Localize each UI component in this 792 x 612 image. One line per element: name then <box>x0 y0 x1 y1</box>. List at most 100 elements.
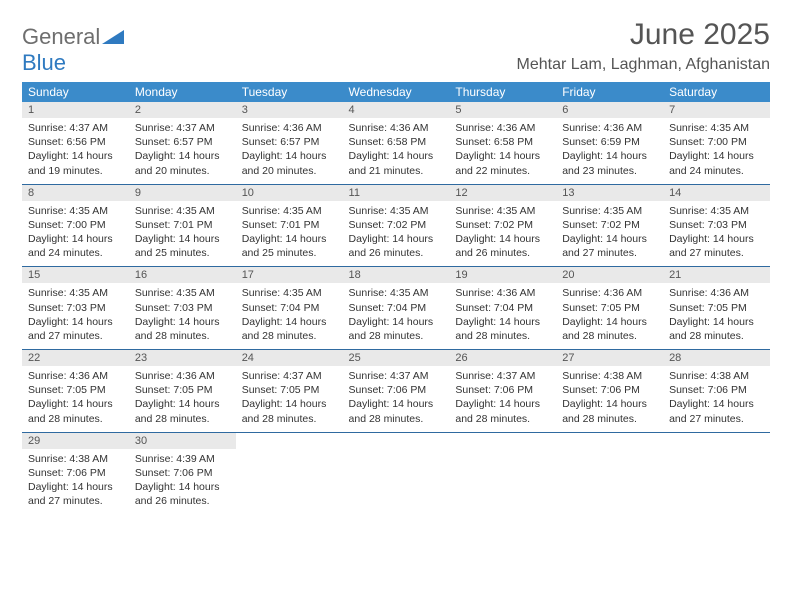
day-details: Sunrise: 4:35 AMSunset: 7:01 PMDaylight:… <box>236 201 343 267</box>
calendar-day-cell: .. <box>663 432 770 514</box>
daylight-text: Daylight: 14 hours <box>669 397 764 411</box>
sunrise-text: Sunrise: 4:36 AM <box>135 369 230 383</box>
day-number: 20 <box>556 267 663 283</box>
sunset-text: Sunset: 7:04 PM <box>242 301 337 315</box>
sunset-text: Sunset: 6:59 PM <box>562 135 657 149</box>
daylight-text: and 28 minutes. <box>562 412 657 426</box>
weekday-header: Tuesday <box>236 82 343 102</box>
calendar-week-row: 8Sunrise: 4:35 AMSunset: 7:00 PMDaylight… <box>22 184 770 267</box>
sunrise-text: Sunrise: 4:35 AM <box>28 286 123 300</box>
day-details: Sunrise: 4:38 AMSunset: 7:06 PMDaylight:… <box>556 366 663 432</box>
calendar-day-cell: 8Sunrise: 4:35 AMSunset: 7:00 PMDaylight… <box>22 184 129 267</box>
daylight-text: Daylight: 14 hours <box>28 232 123 246</box>
daylight-text: and 28 minutes. <box>28 412 123 426</box>
daylight-text: Daylight: 14 hours <box>562 315 657 329</box>
logo: General Blue <box>22 24 124 76</box>
daylight-text: and 28 minutes. <box>349 329 444 343</box>
day-number: 6 <box>556 102 663 118</box>
logo-text: General Blue <box>22 24 124 76</box>
header: General Blue June 2025 Mehtar Lam, Laghm… <box>22 18 770 76</box>
weekday-header: Thursday <box>449 82 556 102</box>
sunset-text: Sunset: 6:57 PM <box>242 135 337 149</box>
day-number: 15 <box>22 267 129 283</box>
logo-part1: General <box>22 24 100 49</box>
sunrise-text: Sunrise: 4:35 AM <box>669 121 764 135</box>
day-details: Sunrise: 4:35 AMSunset: 7:03 PMDaylight:… <box>22 283 129 349</box>
daylight-text: and 27 minutes. <box>28 494 123 508</box>
sunset-text: Sunset: 7:05 PM <box>242 383 337 397</box>
day-number: 14 <box>663 185 770 201</box>
day-details: Sunrise: 4:36 AMSunset: 7:05 PMDaylight:… <box>663 283 770 349</box>
daylight-text: Daylight: 14 hours <box>135 232 230 246</box>
weekday-header: Monday <box>129 82 236 102</box>
day-details: Sunrise: 4:35 AMSunset: 7:04 PMDaylight:… <box>343 283 450 349</box>
sunrise-text: Sunrise: 4:35 AM <box>135 204 230 218</box>
daylight-text: Daylight: 14 hours <box>455 232 550 246</box>
day-number: 17 <box>236 267 343 283</box>
calendar-day-cell: 30Sunrise: 4:39 AMSunset: 7:06 PMDayligh… <box>129 432 236 514</box>
day-details: Sunrise: 4:37 AMSunset: 7:06 PMDaylight:… <box>343 366 450 432</box>
title-block: June 2025 Mehtar Lam, Laghman, Afghanist… <box>517 18 771 74</box>
day-number: 9 <box>129 185 236 201</box>
sunrise-text: Sunrise: 4:36 AM <box>669 286 764 300</box>
daylight-text: and 27 minutes. <box>669 246 764 260</box>
day-number: 22 <box>22 350 129 366</box>
day-number: 21 <box>663 267 770 283</box>
calendar-day-cell: 22Sunrise: 4:36 AMSunset: 7:05 PMDayligh… <box>22 350 129 433</box>
day-number: 12 <box>449 185 556 201</box>
day-details: Sunrise: 4:36 AMSunset: 7:04 PMDaylight:… <box>449 283 556 349</box>
calendar-day-cell: .. <box>236 432 343 514</box>
day-number: 10 <box>236 185 343 201</box>
daylight-text: and 28 minutes. <box>242 412 337 426</box>
daylight-text: and 20 minutes. <box>242 164 337 178</box>
sunrise-text: Sunrise: 4:38 AM <box>669 369 764 383</box>
daylight-text: Daylight: 14 hours <box>349 149 444 163</box>
day-details: Sunrise: 4:36 AMSunset: 6:59 PMDaylight:… <box>556 118 663 184</box>
sunrise-text: Sunrise: 4:35 AM <box>349 286 444 300</box>
calendar-day-cell: 7Sunrise: 4:35 AMSunset: 7:00 PMDaylight… <box>663 102 770 184</box>
day-details: Sunrise: 4:36 AMSunset: 7:05 PMDaylight:… <box>22 366 129 432</box>
daylight-text: Daylight: 14 hours <box>669 315 764 329</box>
sunrise-text: Sunrise: 4:36 AM <box>28 369 123 383</box>
sunset-text: Sunset: 7:03 PM <box>135 301 230 315</box>
sunrise-text: Sunrise: 4:35 AM <box>349 204 444 218</box>
daylight-text: and 26 minutes. <box>349 246 444 260</box>
day-number: 3 <box>236 102 343 118</box>
sunset-text: Sunset: 7:06 PM <box>669 383 764 397</box>
day-details: Sunrise: 4:35 AMSunset: 7:03 PMDaylight:… <box>663 201 770 267</box>
daylight-text: and 28 minutes. <box>242 329 337 343</box>
calendar-day-cell: 23Sunrise: 4:36 AMSunset: 7:05 PMDayligh… <box>129 350 236 433</box>
sunrise-text: Sunrise: 4:37 AM <box>28 121 123 135</box>
calendar-day-cell: 16Sunrise: 4:35 AMSunset: 7:03 PMDayligh… <box>129 267 236 350</box>
day-details: Sunrise: 4:37 AMSunset: 7:05 PMDaylight:… <box>236 366 343 432</box>
calendar-day-cell: 24Sunrise: 4:37 AMSunset: 7:05 PMDayligh… <box>236 350 343 433</box>
calendar-day-cell: 15Sunrise: 4:35 AMSunset: 7:03 PMDayligh… <box>22 267 129 350</box>
sunrise-text: Sunrise: 4:37 AM <box>349 369 444 383</box>
weekday-header: Saturday <box>663 82 770 102</box>
sunset-text: Sunset: 7:05 PM <box>135 383 230 397</box>
day-number: 19 <box>449 267 556 283</box>
day-details: Sunrise: 4:35 AMSunset: 7:02 PMDaylight:… <box>449 201 556 267</box>
day-details: Sunrise: 4:35 AMSunset: 7:00 PMDaylight:… <box>663 118 770 184</box>
daylight-text: Daylight: 14 hours <box>562 149 657 163</box>
calendar-table: SundayMondayTuesdayWednesdayThursdayFrid… <box>22 82 770 514</box>
calendar-day-cell: 10Sunrise: 4:35 AMSunset: 7:01 PMDayligh… <box>236 184 343 267</box>
daylight-text: and 28 minutes. <box>669 329 764 343</box>
daylight-text: Daylight: 14 hours <box>28 315 123 329</box>
sunrise-text: Sunrise: 4:38 AM <box>562 369 657 383</box>
calendar-day-cell: .. <box>449 432 556 514</box>
daylight-text: Daylight: 14 hours <box>242 397 337 411</box>
sunrise-text: Sunrise: 4:35 AM <box>28 204 123 218</box>
daylight-text: Daylight: 14 hours <box>28 397 123 411</box>
calendar-day-cell: 2Sunrise: 4:37 AMSunset: 6:57 PMDaylight… <box>129 102 236 184</box>
daylight-text: and 26 minutes. <box>135 494 230 508</box>
calendar-day-cell: 1Sunrise: 4:37 AMSunset: 6:56 PMDaylight… <box>22 102 129 184</box>
sunrise-text: Sunrise: 4:36 AM <box>562 121 657 135</box>
day-number: 26 <box>449 350 556 366</box>
daylight-text: Daylight: 14 hours <box>135 149 230 163</box>
calendar-day-cell: .. <box>343 432 450 514</box>
day-details: Sunrise: 4:36 AMSunset: 7:05 PMDaylight:… <box>556 283 663 349</box>
sunrise-text: Sunrise: 4:35 AM <box>669 204 764 218</box>
day-details: Sunrise: 4:35 AMSunset: 7:02 PMDaylight:… <box>556 201 663 267</box>
sunset-text: Sunset: 6:58 PM <box>349 135 444 149</box>
